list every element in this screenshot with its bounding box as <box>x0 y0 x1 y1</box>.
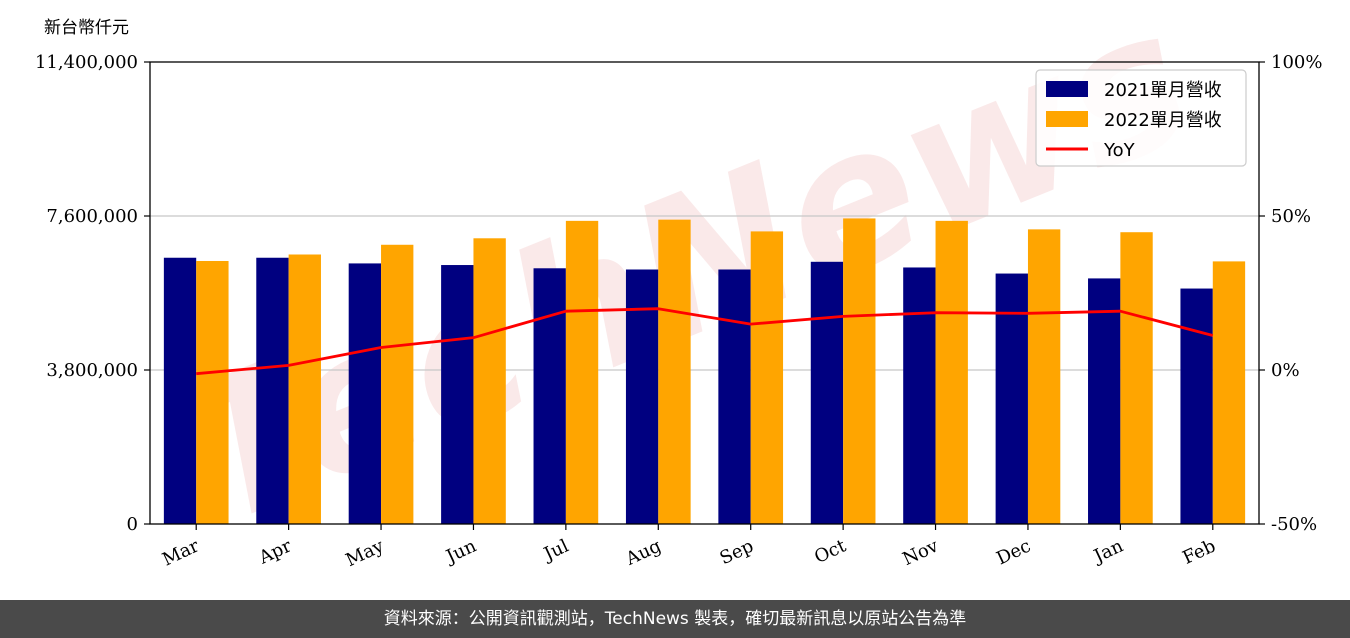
x-tick-label-jun: Jun <box>441 535 480 568</box>
x-tick-label-jan: Jan <box>1089 535 1127 568</box>
bar-2022-aug <box>658 219 691 524</box>
x-tick-label-may: May <box>343 535 388 571</box>
x-tick-label-aug: Aug <box>622 535 665 570</box>
bar-2022-mar <box>196 260 229 524</box>
bar-2021-jul <box>533 268 566 524</box>
bar-2021-sep <box>718 269 751 524</box>
bar-2021-mar <box>163 257 197 524</box>
plot-frame <box>149 61 1260 525</box>
y-right-tick-label: 100% <box>1271 52 1322 73</box>
bar-2022-jul <box>565 220 599 524</box>
bar-2022-jan <box>1120 232 1153 525</box>
gridlines <box>150 215 1259 371</box>
chart: 新台幣仟元 TechNews 03,800,0007,600,00011,400… <box>35 0 1323 571</box>
x-tick-label-dec: Dec <box>993 535 1034 569</box>
x-tick-label-feb: Feb <box>1179 535 1218 568</box>
x-tick-label-mar: Mar <box>159 535 202 570</box>
bar-2021-feb <box>1180 288 1213 524</box>
y-right-tick-label: 50% <box>1271 206 1311 227</box>
y-left-tick-label: 3,800,000 <box>46 360 138 381</box>
yoy-line-group <box>196 307 1214 376</box>
y-right-tick-label: -50% <box>1271 514 1317 535</box>
legend-box <box>1035 69 1247 167</box>
bar-2022-sep <box>750 231 784 524</box>
bar-2021-oct <box>810 261 844 524</box>
bar-2021-aug <box>625 269 659 524</box>
legend-item-2022-swatch <box>1046 111 1088 127</box>
y-left-tick-label: 0 <box>127 514 138 535</box>
bar-2022-jun <box>473 238 506 524</box>
bar-2021-dec <box>995 273 1028 524</box>
x-tick-label-nov: Nov <box>899 535 942 570</box>
bar-2022-apr <box>288 254 321 524</box>
y-left-tick-label: 11,400,000 <box>35 52 138 73</box>
legend-item-2021-label: 2021單月營收 <box>1104 80 1222 101</box>
bar-2021-jun <box>441 265 474 524</box>
bar-2022-feb <box>1212 261 1246 524</box>
bar-2022-may <box>381 244 414 524</box>
legend-item-yoy-label: YoY <box>1103 140 1136 161</box>
bar-2022-nov <box>935 220 968 524</box>
yoy-line <box>196 307 1214 376</box>
legend-item-2022-label: 2022單月營收 <box>1104 110 1222 131</box>
bar-2022-dec <box>1027 229 1061 524</box>
bar-2021-jan <box>1088 278 1121 524</box>
bar-2021-apr <box>256 257 289 524</box>
legend-item-2021-swatch <box>1046 81 1088 97</box>
x-tick-label-sep: Sep <box>717 535 757 569</box>
y-right-tick-label: 0% <box>1271 360 1300 381</box>
unit-label: 新台幣仟元 <box>44 18 129 38</box>
bars <box>163 218 1246 525</box>
x-tick-label-oct: Oct <box>811 535 850 568</box>
x-tick-label-jul: Jul <box>539 535 572 565</box>
source-footer: 資料來源：公開資訊觀測站，TechNews 製表，確切最新訊息以原站公告為準 <box>0 600 1350 638</box>
bar-2021-nov <box>903 267 936 524</box>
y-left-tick-label: 7,600,000 <box>46 206 138 227</box>
legend: 2021單月營收 2022單月營收 YoY <box>1035 69 1247 167</box>
bar-2022-oct <box>843 218 876 524</box>
bar-2021-may <box>348 263 382 524</box>
